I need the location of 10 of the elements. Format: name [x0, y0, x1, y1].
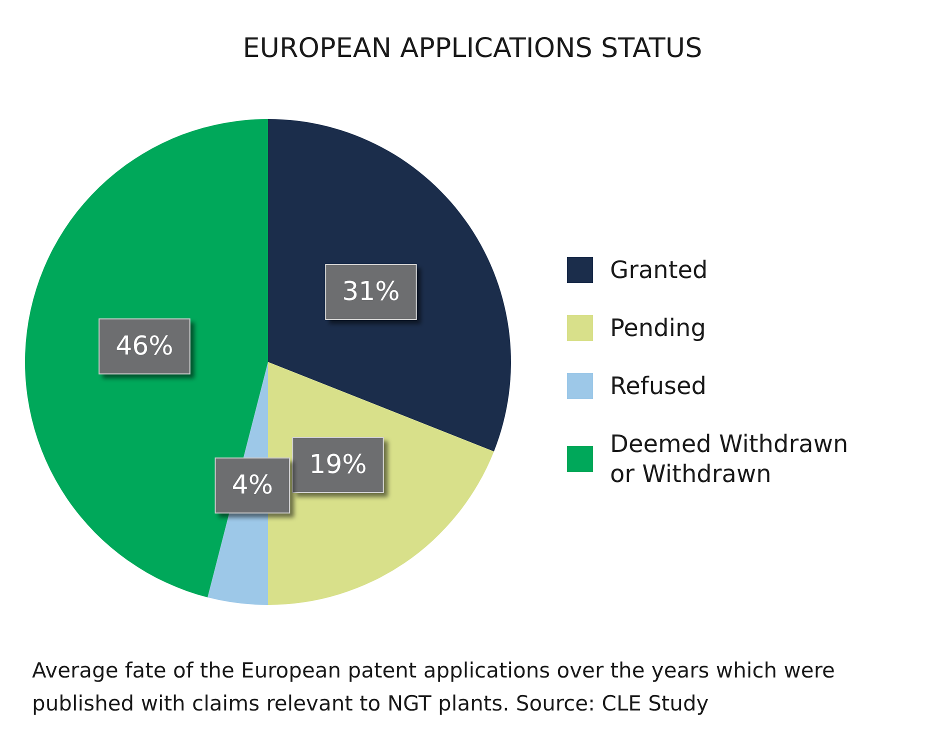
- legend-label: Deemed Withdrawn or Withdrawn: [610, 430, 856, 488]
- data-label: 4%: [232, 470, 274, 501]
- data-label: 46%: [116, 331, 174, 362]
- data-label: 19%: [309, 450, 367, 480]
- text: Average fate of the European patent applications over the years which were published with claims relevant to NGT plants. Source: CLE Study: [32, 658, 842, 716]
- legend-label: Granted: [610, 256, 708, 284]
- data-label: 31%: [342, 277, 400, 308]
- chart-title: EUROPEAN APPLICATIONS STATUS: [242, 33, 702, 64]
- legend-label: Pending: [610, 314, 706, 342]
- legend-label: Refused: [610, 372, 707, 400]
